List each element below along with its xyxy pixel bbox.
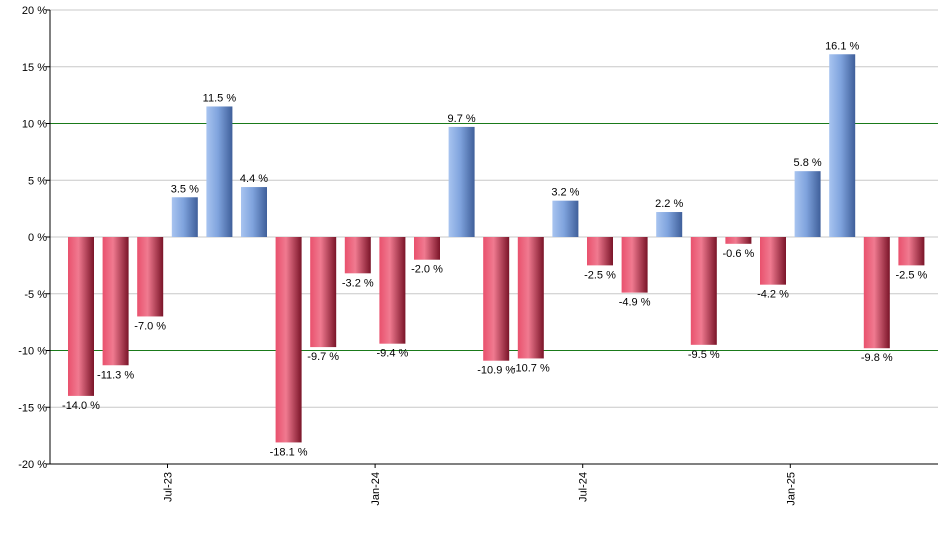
bar <box>171 197 198 237</box>
bar-value-label: -9.4 % <box>377 348 409 360</box>
bar <box>206 106 233 237</box>
bar-value-label: -9.5 % <box>688 349 720 361</box>
bar <box>829 54 856 237</box>
y-axis-ticks: 20 % 15 % 10 % 5 % 0 % -5 % -10 % -15 % -20 % <box>18 5 50 471</box>
bar <box>275 237 302 443</box>
bar <box>552 200 579 237</box>
y-tick-label: 20 % <box>22 5 47 17</box>
bar-value-label: -4.9 % <box>619 297 651 309</box>
bar <box>137 237 164 317</box>
y-tick-label: -15 % <box>18 402 47 414</box>
bar <box>794 171 821 237</box>
bar-value-label: 11.5 % <box>203 92 237 104</box>
bar-value-label: 4.4 % <box>240 173 268 185</box>
bar-value-label: -18.1 % <box>270 446 308 458</box>
bar-value-label: 3.2 % <box>551 187 579 199</box>
bar <box>587 237 613 266</box>
bar <box>898 237 925 266</box>
bar-value-labels: -14.0 % -11.3 % -7.0 % 3.5 % 11.5 % 4.4 % -18.… <box>62 40 927 458</box>
bar <box>483 237 510 361</box>
bar <box>656 212 683 237</box>
bar <box>760 237 786 285</box>
bar <box>863 237 890 349</box>
bar-value-label: -9.8 % <box>861 352 893 364</box>
bar <box>414 237 440 260</box>
bar-value-label: -2.0 % <box>411 264 443 276</box>
bar-value-label: 2.2 % <box>655 198 683 210</box>
y-tick-label: 15 % <box>22 62 47 74</box>
bar-value-label: -14.0 % <box>62 400 100 412</box>
y-tick-label: -10 % <box>18 346 47 358</box>
bar <box>690 237 717 345</box>
bar <box>344 237 371 274</box>
bar-value-label: -7.0 % <box>134 320 166 332</box>
y-tick-label: -5 % <box>24 289 47 301</box>
bars <box>68 54 925 443</box>
y-tick-label: 5 % <box>28 175 47 187</box>
bar-value-label: -10.9 % <box>477 365 515 377</box>
bar-value-label: -11.3 % <box>97 369 134 381</box>
bar <box>448 126 475 237</box>
bar-value-label: 16.1 % <box>825 40 859 52</box>
bar <box>241 187 267 237</box>
bar-value-label: -2.5 % <box>584 269 616 281</box>
bar-value-label: 5.8 % <box>794 157 822 169</box>
x-tick-label: Jan-24 <box>370 472 382 506</box>
bar <box>68 237 94 396</box>
bar <box>621 237 648 293</box>
bar-value-label: -10.7 % <box>512 362 550 374</box>
bar <box>310 237 337 348</box>
bar-value-label: -2.5 % <box>896 269 928 281</box>
x-axis-ticks: Jul-23 Jan-24 Jul-24 Jan-25 <box>163 464 797 506</box>
x-tick-label: Jul-24 <box>578 472 590 502</box>
bar <box>517 237 544 359</box>
bar-value-label: 9.7 % <box>448 113 476 125</box>
y-tick-label: 0 % <box>28 232 47 244</box>
bar <box>725 237 752 244</box>
bar <box>379 237 406 344</box>
y-tick-label: -20 % <box>18 459 47 471</box>
bar <box>102 237 129 366</box>
bar-value-label: -3.2 % <box>342 277 374 289</box>
x-tick-label: Jul-23 <box>163 472 175 502</box>
bar-value-label: -0.6 % <box>723 248 755 260</box>
bar-value-label: -4.2 % <box>757 289 789 301</box>
bar-value-label: -9.7 % <box>307 351 339 363</box>
bar-value-label: 3.5 % <box>171 183 199 195</box>
y-tick-label: 10 % <box>22 119 47 131</box>
x-tick-label: Jan-25 <box>785 472 797 506</box>
